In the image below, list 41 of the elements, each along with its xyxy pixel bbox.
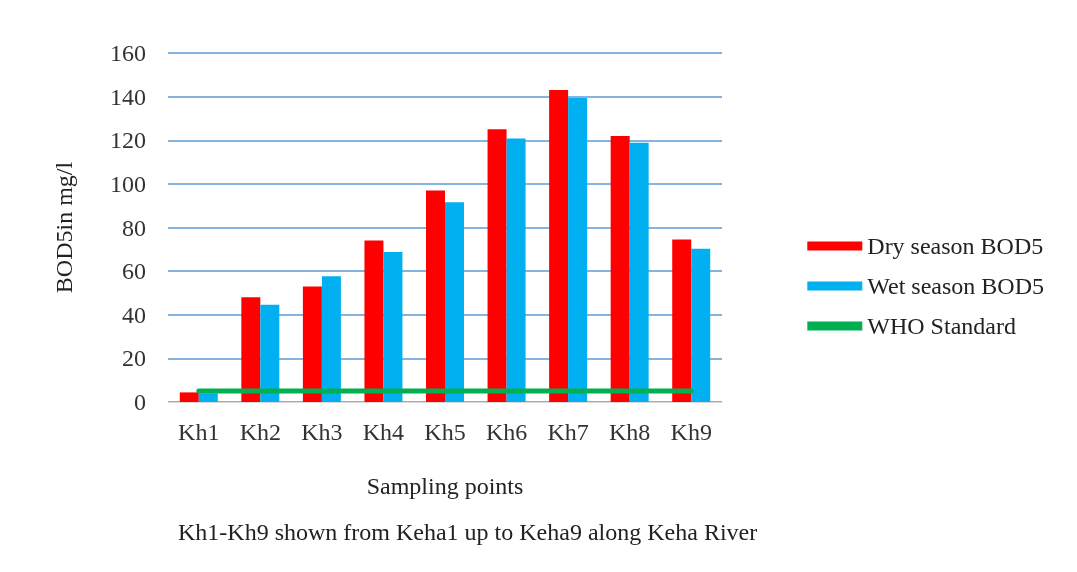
bar (321, 276, 341, 402)
legend-label: Dry season BOD5 (867, 233, 1044, 259)
legend-label: Wet season BOD5 (867, 273, 1045, 299)
y-tick-label: 120 (110, 127, 146, 154)
bar (568, 97, 588, 402)
x-tick-label: Kh1 (178, 419, 220, 445)
bar (629, 142, 649, 402)
y-tick-label: 160 (110, 40, 146, 66)
bar (691, 248, 711, 402)
text: Kh1-Kh9 shown from Keha1 up to Keha9 along Keha River (178, 519, 758, 545)
bar (445, 202, 464, 402)
bar (364, 240, 384, 402)
y-tick-label: 100 (110, 170, 146, 197)
bar (302, 286, 322, 402)
bar (487, 129, 507, 402)
x-axis-title: Sampling points (366, 473, 524, 499)
bar (241, 297, 261, 402)
x-tick-label: Kh6 (485, 419, 528, 445)
bar (383, 251, 403, 402)
x-tick-label: Kh9 (670, 419, 712, 445)
y-tick-label: 20 (122, 345, 146, 372)
x-tick-label: Kh3 (301, 419, 343, 445)
y-tick-label: 40 (122, 301, 146, 328)
y-tick-label: 0 (134, 389, 146, 415)
x-tick-label: Kh2 (239, 419, 282, 445)
bar (506, 138, 526, 402)
y-axis-title: BOD5in mg/l (51, 161, 77, 294)
x-tick-label: Kh4 (362, 419, 405, 445)
legend-label: WHO Standard (867, 313, 1016, 339)
x-tick-label: Kh7 (547, 419, 589, 445)
bar (426, 190, 445, 402)
bar (549, 90, 569, 402)
bar (610, 135, 630, 402)
x-tick-label: Kh5 (424, 419, 466, 445)
y-tick-label: 140 (110, 83, 146, 110)
bar (260, 304, 280, 402)
y-tick-label: 60 (122, 258, 146, 285)
y-tick-label: 80 (122, 214, 146, 241)
bar (179, 392, 199, 402)
x-tick-label: Kh8 (608, 419, 651, 445)
bar (672, 239, 692, 402)
